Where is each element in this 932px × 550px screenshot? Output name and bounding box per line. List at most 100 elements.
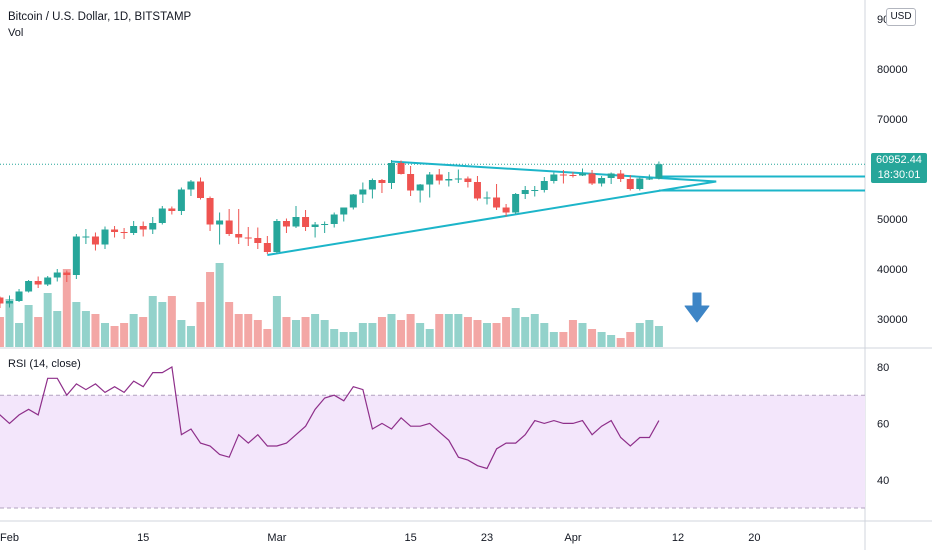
candle-body <box>330 214 338 224</box>
candle-body <box>82 236 90 238</box>
arrow-down-icon <box>684 292 710 323</box>
candle-body <box>559 174 567 176</box>
volume-bar <box>62 269 71 347</box>
rsi-label: RSI (14, close) <box>8 358 81 370</box>
volume-bar <box>473 320 482 347</box>
volume-bar <box>234 314 243 347</box>
volume-bar <box>263 329 272 347</box>
currency-badge[interactable]: USD <box>886 8 916 26</box>
volume-bar <box>53 311 62 347</box>
candle-body <box>302 217 310 227</box>
volume-bar <box>120 323 129 347</box>
candle-body <box>645 178 653 180</box>
candle-body <box>502 207 510 213</box>
candle-body <box>349 194 357 208</box>
candle-body <box>311 224 319 227</box>
volume-bar <box>549 332 558 347</box>
volume-bar <box>397 320 406 347</box>
volume-bar <box>158 302 167 347</box>
candle-body <box>149 223 157 230</box>
candle-body <box>454 178 462 180</box>
trendlines <box>267 160 865 256</box>
candle-body <box>168 208 176 211</box>
volume-bar <box>301 317 310 347</box>
volume-bar <box>81 311 90 347</box>
volume-bar <box>206 272 215 347</box>
volume-bar <box>645 320 654 347</box>
price-tick-label: 50000 <box>877 214 908 226</box>
candle-body <box>512 194 520 213</box>
volume-bar <box>72 302 81 347</box>
candle-body <box>416 184 424 191</box>
price-tick-label: 80000 <box>877 64 908 76</box>
volume-bar <box>167 296 176 347</box>
volume-bar <box>15 323 24 347</box>
candle-body <box>25 281 33 292</box>
rsi-line <box>0 366 660 470</box>
candle-body <box>607 173 615 178</box>
candle-body <box>53 272 61 278</box>
volume-bar <box>559 332 568 347</box>
candle-body <box>617 173 625 179</box>
volume-bar <box>43 293 52 347</box>
volume-bar <box>186 326 195 347</box>
candle-body <box>63 272 71 275</box>
time-tick-label: 15 <box>404 532 416 544</box>
bar-countdown: 18:30:01 <box>877 169 921 181</box>
volume-bar <box>91 314 100 347</box>
volume-bar <box>0 317 4 347</box>
volume-bar <box>358 323 367 347</box>
candle-body <box>177 189 185 211</box>
price-tick-label: 70000 <box>877 114 908 126</box>
price-tick-label: 30000 <box>877 314 908 326</box>
candle-body <box>521 190 529 194</box>
candle-body <box>235 234 243 238</box>
volume-bar <box>320 320 329 347</box>
volume-bar <box>463 317 472 347</box>
volume-bar <box>616 338 625 347</box>
volume-bar <box>349 332 358 347</box>
candle-body <box>254 238 262 243</box>
candle-body <box>397 163 405 174</box>
volume-bar <box>444 314 453 347</box>
candle-body <box>44 277 52 285</box>
volume-bar <box>272 296 281 347</box>
volume-bar <box>492 323 501 347</box>
time-tick-label: Feb <box>0 532 19 544</box>
volume-bar <box>654 326 663 347</box>
volume-bar <box>110 326 119 347</box>
volume-bars <box>0 263 663 347</box>
candle-body <box>321 224 329 225</box>
volume-bar <box>626 332 635 347</box>
candle-body <box>464 178 472 182</box>
rsi-band <box>0 395 865 508</box>
candle-body <box>158 208 166 223</box>
candle-body <box>282 221 290 227</box>
candle-body <box>130 226 138 233</box>
volume-bar <box>368 323 377 347</box>
candle-body <box>588 173 596 184</box>
candle-body <box>540 181 548 190</box>
candle-body <box>6 301 13 304</box>
rsi-tick-label: 40 <box>877 475 889 487</box>
candle-body <box>636 178 644 189</box>
candle-body <box>626 179 634 189</box>
volume-bar <box>34 317 43 347</box>
volume-bar <box>311 314 320 347</box>
volume-bar <box>406 314 415 347</box>
candle-body <box>273 221 281 252</box>
candle-body <box>263 243 271 252</box>
volume-bar <box>425 329 434 347</box>
time-tick-label: Mar <box>267 532 286 544</box>
volume-bar <box>101 323 109 347</box>
volume-bar <box>588 329 597 347</box>
volume-bar <box>339 332 348 347</box>
volume-bar <box>568 320 577 347</box>
time-tick-label: 15 <box>137 532 149 544</box>
candle-body <box>15 291 23 301</box>
volume-bar <box>635 323 644 347</box>
candle-body <box>139 226 147 230</box>
candle-body <box>388 163 395 183</box>
